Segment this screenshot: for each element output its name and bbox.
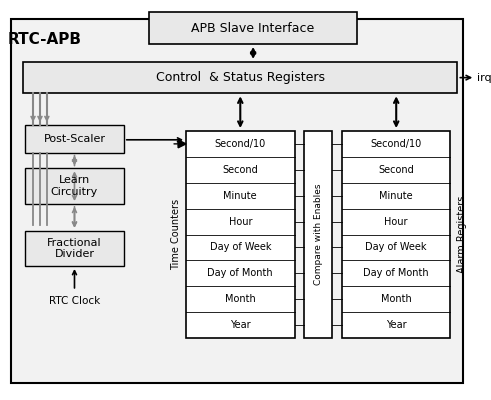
Text: Second/10: Second/10 <box>371 139 422 149</box>
Text: APB Slave Interface: APB Slave Interface <box>191 22 315 35</box>
FancyBboxPatch shape <box>25 168 124 204</box>
FancyBboxPatch shape <box>149 12 357 44</box>
Polygon shape <box>178 140 186 148</box>
FancyBboxPatch shape <box>186 131 295 338</box>
Text: Control  & Status Registers: Control & Status Registers <box>156 71 325 84</box>
Text: Alarm Registers: Alarm Registers <box>457 196 467 273</box>
Text: Minute: Minute <box>223 191 257 201</box>
Text: Second: Second <box>379 165 414 175</box>
FancyBboxPatch shape <box>23 62 458 94</box>
Text: Second: Second <box>222 165 258 175</box>
Text: Post-Scaler: Post-Scaler <box>44 134 106 144</box>
Text: Hour: Hour <box>228 216 252 226</box>
Text: Minute: Minute <box>380 191 413 201</box>
Text: Hour: Hour <box>384 216 408 226</box>
FancyBboxPatch shape <box>342 131 451 338</box>
Text: Year: Year <box>386 320 407 330</box>
FancyBboxPatch shape <box>25 125 124 153</box>
Text: Fractional
Divider: Fractional Divider <box>47 238 102 259</box>
Text: Day of Month: Day of Month <box>363 268 429 278</box>
Text: Day of Month: Day of Month <box>208 268 273 278</box>
FancyBboxPatch shape <box>11 19 464 382</box>
Text: Day of Week: Day of Week <box>210 242 271 252</box>
FancyBboxPatch shape <box>304 131 332 338</box>
Text: Time Counters: Time Counters <box>171 199 181 270</box>
Text: Month: Month <box>225 294 256 304</box>
Text: Second/10: Second/10 <box>215 139 266 149</box>
Text: Year: Year <box>230 320 250 330</box>
Text: Day of Week: Day of Week <box>365 242 427 252</box>
Text: Compare with Enables: Compare with Enables <box>314 184 323 285</box>
Text: irq: irq <box>477 73 491 83</box>
Text: Month: Month <box>381 294 411 304</box>
FancyBboxPatch shape <box>25 230 124 266</box>
Text: RTC Clock: RTC Clock <box>49 296 100 306</box>
Text: RTC-APB: RTC-APB <box>8 32 82 47</box>
Text: Learn
Circuitry: Learn Circuitry <box>51 175 98 197</box>
